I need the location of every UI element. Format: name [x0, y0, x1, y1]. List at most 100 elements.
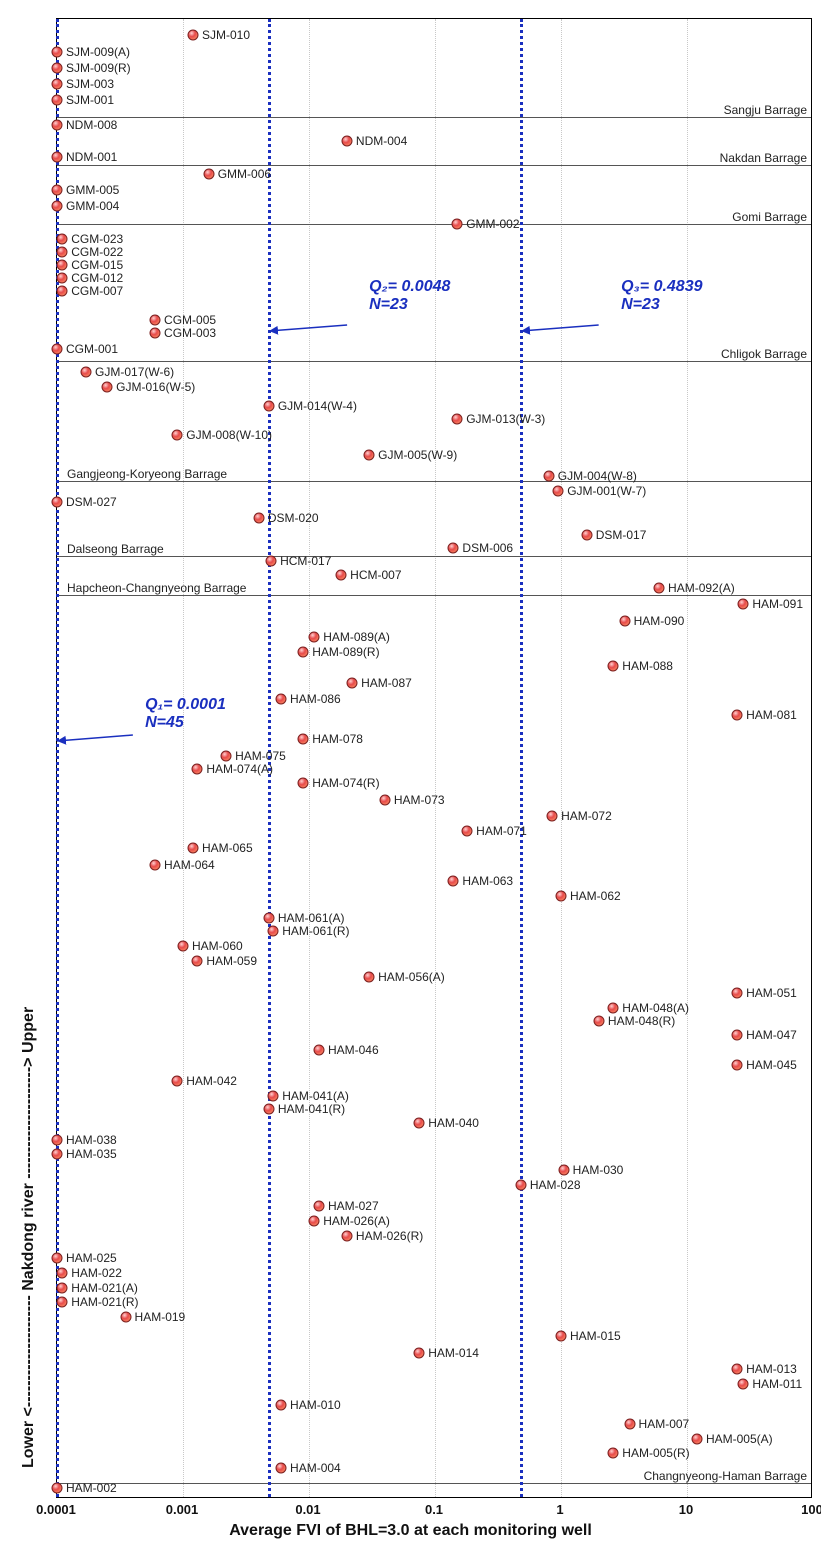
- barrage-line: [57, 556, 811, 557]
- data-point: [341, 135, 352, 146]
- data-point-label: CGM-012: [71, 271, 123, 285]
- data-point-label: DSM-027: [66, 495, 117, 509]
- data-point: [192, 763, 203, 774]
- data-point-label: DSM-006: [462, 541, 513, 555]
- data-point-label: HAM-073: [394, 793, 445, 807]
- data-point: [263, 1103, 274, 1114]
- data-point: [52, 95, 63, 106]
- data-point-label: CGM-007: [71, 284, 123, 298]
- data-point-label: GJM-005(W-9): [378, 448, 457, 462]
- data-point: [268, 1090, 279, 1101]
- quartile-n: N=23: [369, 296, 450, 314]
- data-point: [619, 615, 630, 626]
- data-point-label: CGM-015: [71, 258, 123, 272]
- data-point: [624, 1419, 635, 1430]
- data-point-label: HAM-041(A): [282, 1089, 349, 1103]
- data-point-label: GMM-006: [218, 167, 271, 181]
- data-point: [364, 449, 375, 460]
- data-point: [452, 414, 463, 425]
- quartile-line: [520, 19, 523, 1497]
- data-point-label: GJM-016(W-5): [116, 380, 195, 394]
- data-point-label: HAM-075: [235, 749, 286, 763]
- data-point-label: HAM-025: [66, 1251, 117, 1265]
- data-point-label: HAM-048(R): [608, 1014, 675, 1028]
- plot-area: Sangju BarrageNakdan BarrageGomi Barrage…: [56, 18, 812, 1498]
- data-point-label: CGM-001: [66, 342, 118, 356]
- x-tick-label: 0.1: [425, 1502, 443, 1517]
- barrage-line: [57, 481, 811, 482]
- y-axis-title: Lower <--------------------- Nakdong riv…: [20, 1007, 38, 1468]
- data-point-label: HAM-021(A): [71, 1281, 138, 1295]
- data-point-label: HAM-013: [746, 1362, 797, 1376]
- data-point: [448, 542, 459, 553]
- data-point: [732, 710, 743, 721]
- data-point-label: GMM-002: [466, 217, 519, 231]
- data-point: [608, 1002, 619, 1013]
- data-point-label: CGM-022: [71, 245, 123, 259]
- data-point-label: HAM-087: [361, 676, 412, 690]
- data-point: [52, 1482, 63, 1493]
- data-point-label: HAM-060: [192, 939, 243, 953]
- data-point-label: HAM-063: [462, 874, 513, 888]
- data-point: [57, 272, 68, 283]
- data-point-label: HAM-027: [328, 1199, 379, 1213]
- data-point-label: HAM-089(A): [323, 630, 390, 644]
- data-point-label: HAM-047: [746, 1028, 797, 1042]
- data-point-label: HAM-026(A): [323, 1214, 390, 1228]
- data-point: [553, 485, 564, 496]
- data-point: [309, 1215, 320, 1226]
- data-point-label: HAM-071: [476, 824, 527, 838]
- data-point: [543, 471, 554, 482]
- barrage-line: [57, 117, 811, 118]
- data-point-label: HAM-004: [290, 1461, 341, 1475]
- data-point: [738, 599, 749, 610]
- x-gridline: [309, 19, 310, 1497]
- data-point-label: HAM-081: [746, 708, 797, 722]
- data-point-label: NDM-001: [66, 150, 117, 164]
- data-point: [452, 218, 463, 229]
- barrage-line: [57, 224, 811, 225]
- data-point: [187, 30, 198, 41]
- data-point: [52, 119, 63, 130]
- data-point-label: HAM-014: [428, 1346, 479, 1360]
- data-point-label: GJM-014(W-4): [278, 399, 357, 413]
- data-point: [57, 1282, 68, 1293]
- data-point-label: HAM-038: [66, 1133, 117, 1147]
- data-point: [57, 233, 68, 244]
- x-axis-title: Average FVI of BHL=3.0 at each monitorin…: [229, 1522, 592, 1540]
- x-tick-label: 100: [801, 1502, 821, 1517]
- x-tick-label: 10: [679, 1502, 693, 1517]
- data-point-label: HAM-051: [746, 986, 797, 1000]
- data-point-label: CGM-023: [71, 232, 123, 246]
- x-tick-label: 1: [556, 1502, 563, 1517]
- data-point: [192, 955, 203, 966]
- data-point-label: HAM-021(R): [71, 1295, 138, 1309]
- quartile-label: Q₂= 0.0048: [369, 278, 450, 296]
- data-point: [150, 314, 161, 325]
- data-point-label: HAM-035: [66, 1147, 117, 1161]
- data-point: [593, 1015, 604, 1026]
- data-point: [738, 1378, 749, 1389]
- data-point-label: HAM-026(R): [356, 1229, 423, 1243]
- data-point: [57, 1297, 68, 1308]
- quartile-annotation: Q₁= 0.0001N=45: [145, 696, 226, 732]
- data-point: [364, 971, 375, 982]
- barrage-line: [57, 361, 811, 362]
- data-point-label: HAM-061(R): [282, 924, 349, 938]
- quartile-arrow: [263, 319, 353, 337]
- data-point: [341, 1230, 352, 1241]
- data-point-label: SJM-001: [66, 93, 114, 107]
- data-point: [52, 1253, 63, 1264]
- data-point: [52, 152, 63, 163]
- data-point: [276, 1463, 287, 1474]
- data-point-label: HAM-011: [752, 1377, 802, 1391]
- barrage-label: Changnyeong-Haman Barrage: [644, 1469, 807, 1483]
- quartile-label: Q₁= 0.0001: [145, 696, 226, 714]
- quartile-annotation: Q₃= 0.4839N=23: [621, 278, 702, 314]
- data-point-label: HAM-010: [290, 1398, 341, 1412]
- data-point-label: HAM-086: [290, 692, 341, 706]
- data-point-label: SJM-010: [202, 28, 250, 42]
- data-point: [52, 201, 63, 212]
- data-point: [268, 926, 279, 937]
- data-point: [81, 366, 92, 377]
